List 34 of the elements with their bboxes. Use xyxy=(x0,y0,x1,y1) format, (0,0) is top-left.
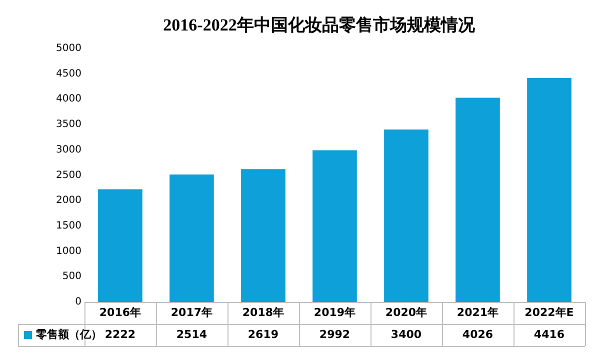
bar xyxy=(170,174,214,302)
x-tick-label: 2016年 xyxy=(99,306,142,319)
data-label: 2992 xyxy=(319,328,350,341)
x-tick-label: 2020年 xyxy=(385,306,428,319)
bar xyxy=(312,150,357,302)
x-tick-label: 2017年 xyxy=(170,306,213,319)
legend-label: 零售额（亿） xyxy=(35,328,102,341)
bar xyxy=(456,98,500,302)
y-tick-label: 2500 xyxy=(56,170,82,181)
y-tick-label: 500 xyxy=(62,271,82,282)
data-label: 2514 xyxy=(176,328,208,341)
y-tick-label: 4500 xyxy=(56,68,82,80)
y-tick-label: 1500 xyxy=(56,220,82,232)
data-label: 4026 xyxy=(462,328,494,341)
y-tick-label: 4000 xyxy=(56,94,82,105)
data-label: 2222 xyxy=(104,328,136,341)
y-tick-label: 5000 xyxy=(56,42,82,54)
x-tick-label: 2018年 xyxy=(242,306,284,319)
x-tick-label: 2022年E xyxy=(524,306,574,319)
chart-title: 2016-2022年中国化妆品零售市场规模情况 xyxy=(163,16,476,35)
y-tick-label: 3000 xyxy=(56,144,82,156)
x-tick-label: 2021年 xyxy=(456,306,499,319)
bar xyxy=(98,189,142,302)
y-tick-label: 1000 xyxy=(56,246,82,257)
data-label: 4416 xyxy=(534,328,565,341)
data-label: 3400 xyxy=(390,328,422,341)
x-tick-label: 2019年 xyxy=(314,306,356,319)
y-tick-label: 2000 xyxy=(56,195,82,206)
bar xyxy=(241,169,286,302)
y-tick-label: 0 xyxy=(75,296,82,308)
y-tick-label: 3500 xyxy=(56,119,82,130)
data-label: 2619 xyxy=(248,328,279,341)
bar xyxy=(384,130,428,302)
bar xyxy=(527,78,572,302)
